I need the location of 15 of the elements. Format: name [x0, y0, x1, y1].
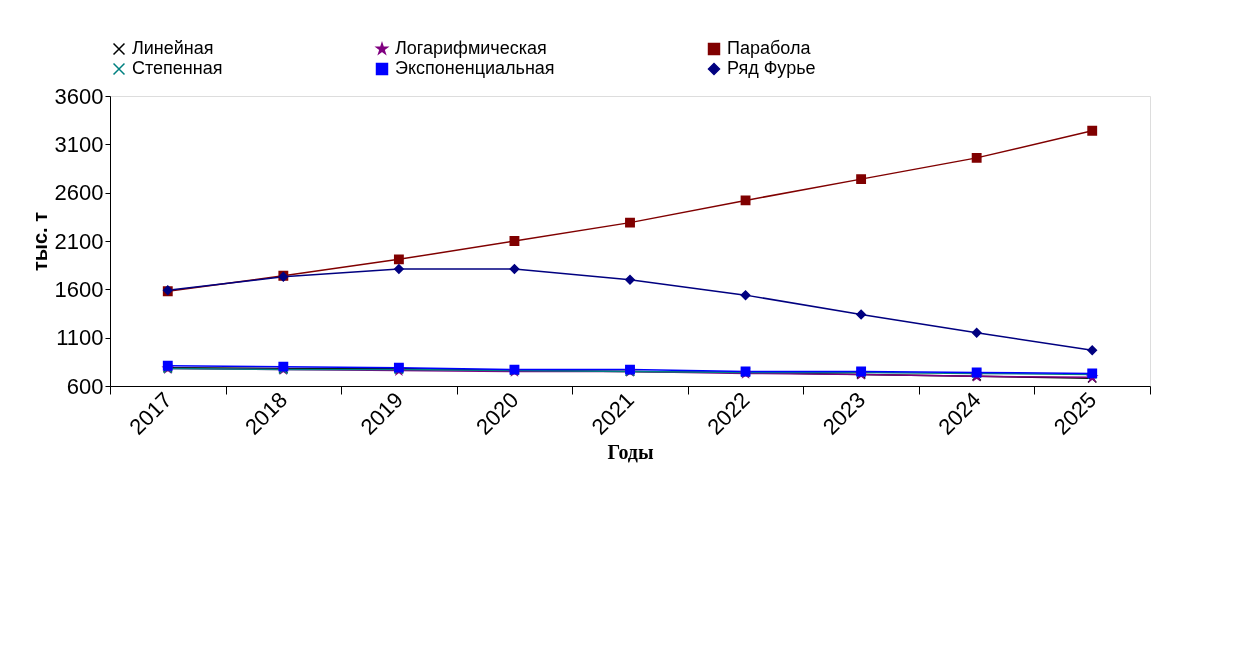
y-tick-label: 1100 [56, 325, 104, 351]
y-tick-label: 2600 [54, 180, 104, 206]
y-tick-label: 1600 [54, 276, 104, 302]
y-tick-label: 2100 [54, 228, 104, 254]
x-axis-title: Годы [607, 440, 654, 463]
legend-label: Ряд Фурье [727, 58, 816, 78]
y-axis-title: тыс. т [28, 211, 51, 271]
legend-label: Логарифмическая [395, 38, 547, 58]
y-tick-label: 3600 [54, 83, 104, 109]
legend-label: Линейная [132, 38, 214, 58]
y-tick-label: 3100 [54, 131, 104, 157]
legend-label: Степенная [132, 58, 223, 78]
legend-label: Экспоненциальная [395, 58, 555, 78]
legend-label: Парабола [727, 38, 812, 58]
y-tick-label: 600 [66, 373, 104, 399]
